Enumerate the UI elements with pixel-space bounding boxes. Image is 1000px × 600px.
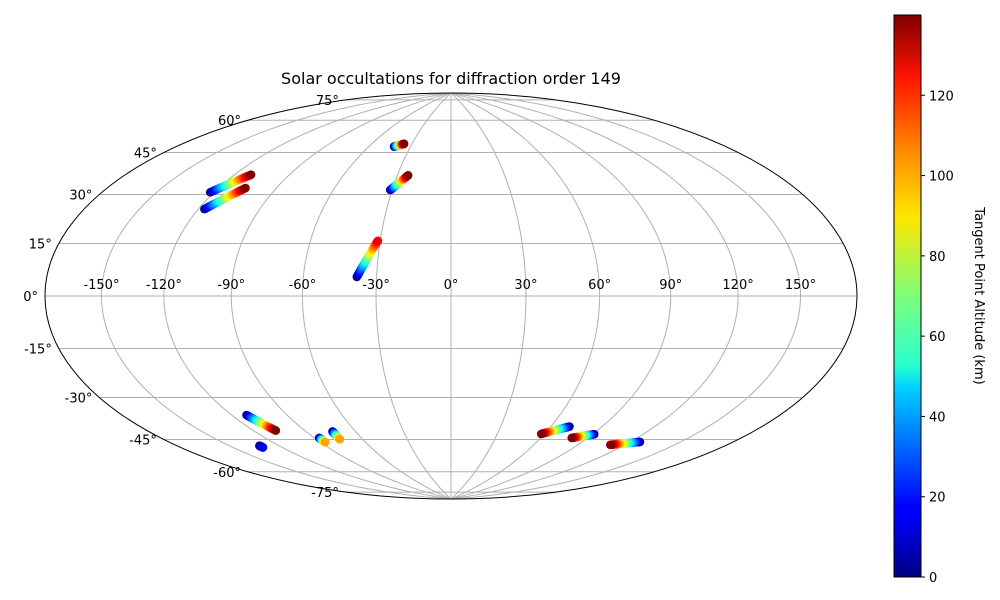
occultation-track	[385, 170, 413, 195]
latitude-tick-label: 30°	[69, 189, 92, 204]
occultation-track	[567, 429, 599, 443]
latitude-tick-label: -60°	[213, 466, 241, 481]
occultation-track	[255, 441, 268, 452]
occultation-tracks	[200, 139, 645, 452]
longitude-tick-label: -60°	[289, 278, 317, 293]
track-point	[606, 440, 615, 450]
map-boundary	[44, 92, 858, 500]
longitude-tick-label: 150°	[785, 278, 816, 293]
tick-labels: -150° -120° -90° -60° -30° 0° 30° 60° 90° 120° 150…	[23, 94, 816, 501]
colorbar-tick-label: 80	[929, 250, 946, 265]
colorbar-tick-label: 120	[929, 89, 954, 104]
latitude-tick-label: 75°	[316, 94, 339, 109]
track-point	[241, 183, 250, 193]
plot-area: -150° -120° -90° -60° -30° 0° 30° 60° 90° 120° 150…	[23, 92, 858, 501]
colorbar-tick-label: 20	[929, 491, 946, 506]
latitude-tick-label: 60°	[218, 114, 241, 129]
track-point	[335, 435, 345, 444]
occultation-track	[328, 427, 345, 444]
latitude-tick-label: -75°	[311, 486, 339, 501]
grid-lines	[45, 93, 857, 499]
longitude-tick-label: -30°	[362, 278, 390, 293]
track-point	[246, 170, 256, 180]
latitude-tick-label: 15°	[29, 237, 52, 252]
latitude-tick-label: -15°	[24, 343, 52, 358]
longitude-tick-label: -120°	[146, 278, 182, 293]
longitude-tick-label: 60°	[588, 278, 611, 293]
colorbar-label: Tangent Point Altitude (km)	[971, 206, 986, 384]
occultation-track	[606, 437, 645, 450]
track-point	[373, 236, 383, 246]
latitude-tick-label: -45°	[129, 434, 157, 449]
longitude-tick-label: 90°	[659, 278, 682, 293]
occultation-track	[242, 410, 281, 435]
track-point	[536, 429, 546, 439]
occultation-track	[314, 433, 330, 447]
occultation-track	[205, 170, 256, 197]
longitude-tick-label: -90°	[217, 278, 245, 293]
latitude-tick-label: 45°	[134, 146, 157, 161]
chart-title: Solar occultations for diffraction order…	[281, 69, 621, 88]
occultation-track	[536, 422, 574, 439]
track-point	[403, 170, 413, 180]
colorbar-gradient	[893, 14, 922, 578]
track-point	[320, 438, 330, 447]
colorbar: 0 20 40 60 80 100 120 Tangent Point Altitude (…	[893, 14, 986, 586]
track-point	[271, 426, 281, 435]
latitude-tick-label: 0°	[23, 290, 38, 305]
colorbar-tick-label: 0	[929, 571, 937, 586]
colorbar-ticks: 0 20 40 60 80 100 120	[921, 89, 954, 586]
longitude-tick-label: 120°	[722, 278, 753, 293]
latitude-tick-label: -30°	[65, 392, 93, 407]
track-point	[399, 139, 409, 149]
longitude-tick-label: 0°	[444, 278, 459, 293]
occultation-track	[352, 236, 383, 282]
occultation-track	[389, 139, 409, 151]
longitude-tick-label: 30°	[514, 278, 537, 293]
track-point	[567, 433, 577, 443]
occultation-track	[200, 183, 250, 214]
longitude-tick-label: -150°	[83, 278, 119, 293]
colorbar-tick-label: 60	[929, 330, 946, 345]
colorbar-tick-label: 40	[929, 410, 946, 425]
colorbar-tick-label: 100	[929, 170, 954, 185]
track-point	[258, 443, 268, 452]
